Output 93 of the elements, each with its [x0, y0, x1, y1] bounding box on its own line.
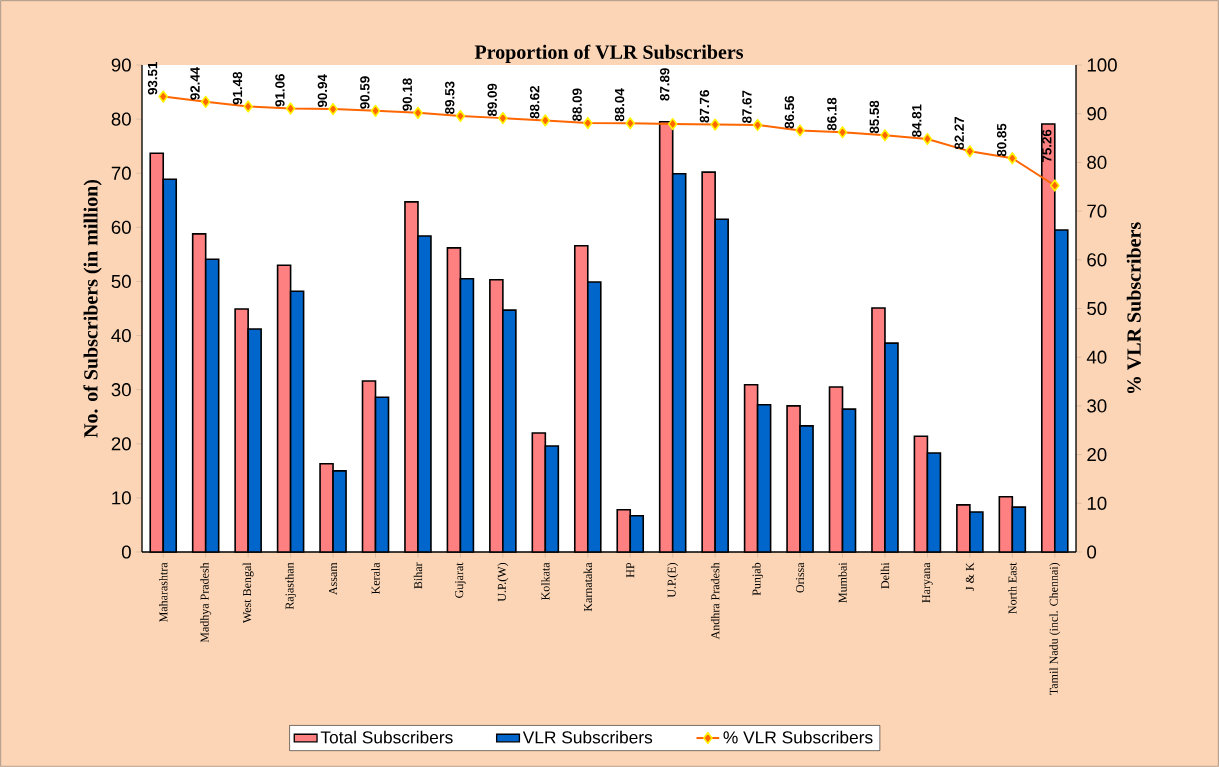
x-tick-label: Assam [329, 562, 338, 595]
y2-tick-label: 30 [1087, 399, 1107, 413]
data-label: 75.26 [1042, 129, 1052, 162]
point [243, 100, 253, 113]
x-tick-label: Maharashtra [159, 562, 168, 623]
data-label: 90.59 [360, 76, 370, 109]
y2-tick-label: 80 [1087, 155, 1107, 170]
data-label: 89.53 [445, 81, 455, 114]
x-tick-label: Rajasthan [285, 562, 297, 610]
x-tick-label: J & K [965, 562, 974, 591]
y2-tick-label: 60 [1087, 253, 1107, 267]
data-label: 82.27 [954, 116, 964, 150]
y2-tick-label: 90 [1087, 107, 1107, 121]
x-tick-label: Bihar [413, 562, 423, 589]
y-tick-label: 30 [111, 383, 131, 397]
y2-tick-label: 100 [1087, 58, 1117, 72]
point [285, 102, 296, 115]
x-tick-label: Kolkata [541, 562, 550, 601]
x-tick-label: Karnataka [583, 562, 593, 612]
y2-tick-label: 0 [1087, 545, 1097, 559]
x-tick-label: Gujarat [455, 562, 466, 598]
data-label: 87.67 [742, 90, 752, 124]
data-label: 91.06 [275, 74, 285, 107]
x-tick-label: U.P.(E) [667, 562, 679, 598]
point [158, 90, 169, 103]
point [455, 109, 466, 123]
data-label: 87.89 [659, 68, 670, 101]
data-label: 87.76 [699, 90, 710, 123]
x-tick-label: West Bengal [242, 562, 254, 624]
point [328, 102, 338, 116]
point [1049, 179, 1060, 192]
point [710, 118, 720, 131]
y-tick-label: 60 [111, 220, 131, 234]
point [1007, 152, 1018, 165]
data-label: 93.51 [147, 62, 158, 95]
y2-tick-label: 20 [1087, 447, 1107, 462]
data-label: 84.81 [912, 104, 922, 137]
x-tick-label: Andhra Pradesh [710, 562, 720, 640]
y-tick-label: 50 [111, 274, 131, 289]
x-tick-label: Mumbai [838, 562, 847, 603]
chart-title: Proportion of VLR Subscribers [474, 44, 744, 63]
data-label: 88.09 [572, 88, 582, 121]
point [498, 111, 508, 125]
point [922, 132, 933, 146]
legend-label: % VLR Subscribers [723, 730, 873, 744]
y2-tick-label: 10 [1087, 496, 1107, 510]
data-label: 90.94 [317, 74, 328, 108]
legend-label: VLR Subscribers [522, 730, 653, 744]
y2-tick-label: 70 [1087, 204, 1107, 218]
data-label: 88.04 [614, 88, 625, 122]
data-label: 86.18 [827, 97, 837, 131]
point [370, 104, 381, 117]
x-tick-label: Delhi [880, 562, 890, 589]
y-tick-label: 90 [111, 58, 131, 72]
y-tick-label: 10 [112, 491, 131, 505]
y-tick-label: 80 [111, 112, 131, 126]
x-tick-label: HP [626, 562, 635, 578]
point [752, 118, 763, 132]
data-label: 89.09 [487, 83, 497, 117]
data-label: 86.56 [784, 95, 795, 129]
x-tick-label: Haryana [922, 562, 933, 603]
x-tick-label: U.P.(W) [497, 562, 509, 602]
point [795, 124, 805, 137]
y2-axis-title: % VLR Subscribers [1126, 222, 1141, 394]
point [540, 114, 551, 127]
x-tick-label: Tamil Nadu (incl. Chennai) [1049, 562, 1061, 695]
data-label: 88.62 [529, 85, 540, 119]
point [880, 129, 890, 142]
point [965, 145, 975, 158]
data-label: 91.48 [232, 71, 243, 105]
x-tick-label: Madhya Pradesh [200, 562, 212, 643]
data-label: 92.44 [190, 66, 200, 100]
y2-tick-label: 40 [1086, 350, 1107, 364]
y-tick-label: 20 [111, 437, 131, 451]
data-label: 85.58 [869, 100, 880, 134]
y-tick-label: 0 [121, 545, 131, 559]
point [200, 95, 211, 108]
y-tick-label: 40 [111, 328, 131, 343]
x-tick-label: Kerala [371, 562, 380, 595]
y-tick-label: 70 [111, 166, 131, 180]
x-tick-label: North East [1008, 562, 1017, 614]
point [667, 117, 678, 131]
point [625, 117, 636, 130]
point [413, 106, 423, 119]
data-label: 80.85 [996, 123, 1007, 157]
point [582, 116, 593, 130]
x-tick-label: Orissa [796, 562, 805, 593]
y-axis-title: No. of Subscribers (in million) [83, 179, 102, 438]
legend-label: Total Subscribers [320, 730, 453, 744]
x-tick-label: Punjab [752, 562, 764, 596]
data-label: 90.18 [402, 78, 413, 111]
y2-tick-label: 50 [1087, 301, 1107, 316]
point [837, 126, 848, 139]
